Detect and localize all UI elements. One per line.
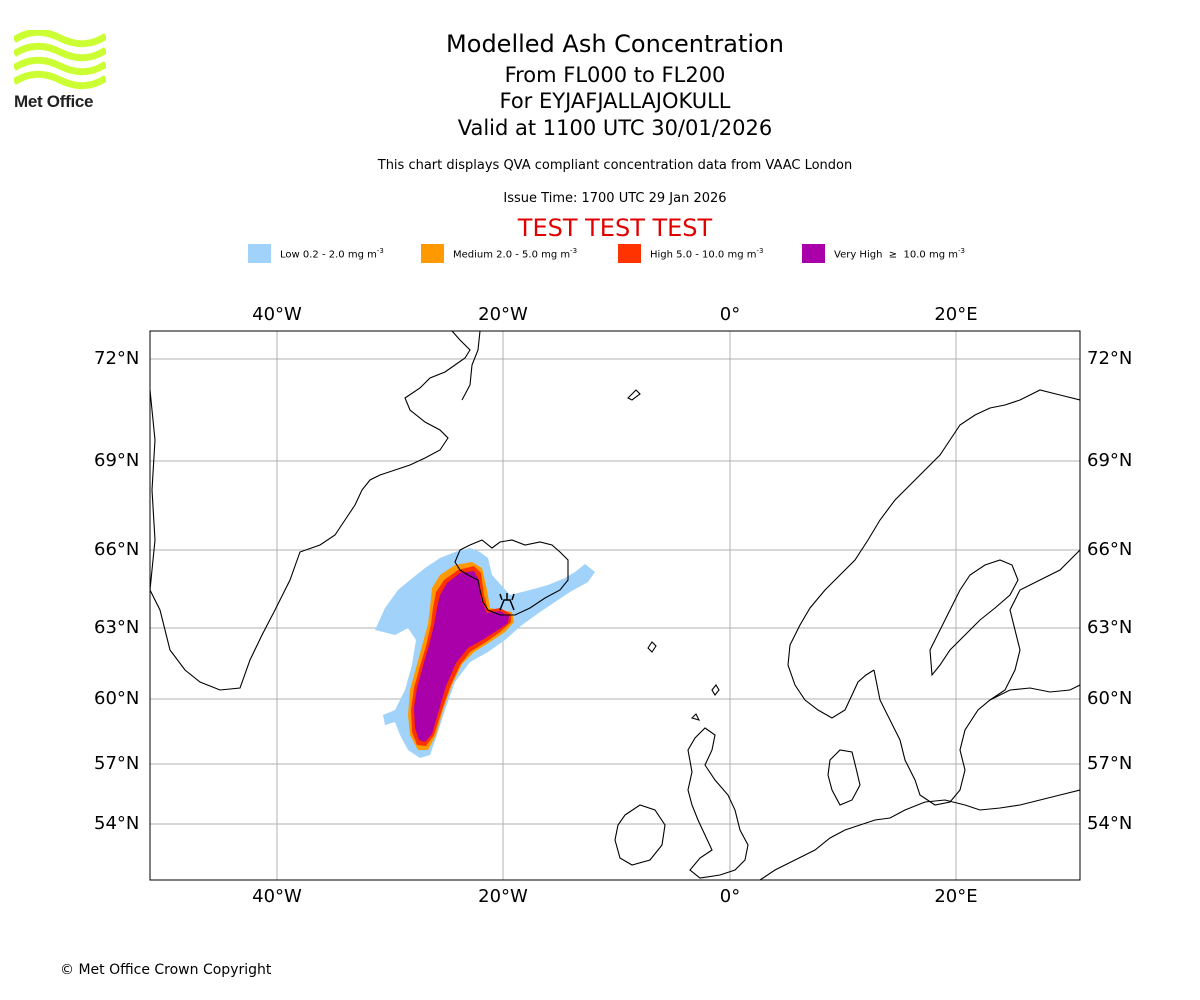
met-office-logo	[12, 28, 108, 110]
lat-label-right: 63°N	[1087, 617, 1132, 638]
lon-label-bottom: 40°W	[252, 886, 302, 907]
ash-concentration-map: 40°W 20°W 0° 20°E 40°W 20°W 0° 20°E 72°N…	[94, 304, 1132, 907]
chart-subtitle: This chart displays QVA compliant concen…	[377, 158, 853, 173]
lat-label-right: 69°N	[1087, 450, 1132, 471]
lat-label-right: 60°N	[1087, 688, 1132, 709]
scandinavia-coast	[787, 389, 1080, 719]
map-frame	[149, 330, 1081, 881]
lon-label-top: 20°W	[478, 304, 528, 325]
issue-time: Issue Time: 1700 UTC 29 Jan 2026	[503, 191, 727, 206]
legend-item-medium: Medium 2.0 - 5.0 mg m-3	[421, 244, 577, 263]
copyright-notice: © Met Office Crown Copyright	[60, 962, 272, 978]
lat-label-right: 54°N	[1087, 813, 1132, 834]
lat-label-right: 66°N	[1087, 539, 1132, 560]
met-office-logo-text: Met Office	[14, 92, 94, 111]
legend-label-low: Low 0.2 - 2.0 mg m-3	[280, 246, 384, 261]
greenland-coast	[150, 331, 471, 691]
lat-label-left: 63°N	[94, 617, 139, 638]
ash-low-region	[375, 548, 595, 758]
met-office-waves-icon	[12, 28, 108, 90]
coastlines	[150, 331, 1080, 880]
flight-level-range: From FL000 to FL200	[504, 63, 726, 87]
lat-label-left: 69°N	[94, 450, 139, 471]
lon-label-top: 40°W	[252, 304, 302, 325]
legend-swatch-low	[248, 244, 271, 263]
iceland-coast	[454, 539, 569, 616]
legend-item-low: Low 0.2 - 2.0 mg m-3	[248, 244, 384, 263]
lon-label-top: 20°E	[934, 304, 977, 325]
lon-label-bottom: 20°W	[478, 886, 528, 907]
british-isles-coast	[687, 727, 749, 879]
volcano-name: For EYJAFJALLAJOKULL	[499, 89, 731, 113]
lon-label-bottom: 20°E	[934, 886, 977, 907]
ash-plume	[375, 548, 595, 758]
legend-swatch-high	[618, 244, 641, 263]
lat-label-right: 57°N	[1087, 753, 1132, 774]
legend-item-high: High 5.0 - 10.0 mg m-3	[618, 244, 763, 263]
lat-label-left: 57°N	[94, 753, 139, 774]
legend-label-medium: Medium 2.0 - 5.0 mg m-3	[453, 246, 578, 261]
legend-label-very-high: Very High ≥ 10.0 mg m-3	[834, 246, 965, 261]
graticule	[150, 331, 1080, 880]
legend-swatch-very-high	[802, 244, 825, 263]
legend-label-high: High 5.0 - 10.0 mg m-3	[650, 246, 764, 261]
test-banner: TEST TEST TEST	[517, 214, 713, 242]
lat-label-right: 72°N	[1087, 348, 1132, 369]
ash-very-high-region	[414, 571, 509, 742]
lat-label-left: 54°N	[94, 813, 139, 834]
valid-time: Valid at 1100 UTC 30/01/2026	[457, 116, 773, 140]
volcano-marker-icon	[499, 593, 515, 611]
lat-label-left: 72°N	[94, 348, 139, 369]
legend-swatch-medium	[421, 244, 444, 263]
chart-title: Modelled Ash Concentration	[446, 30, 784, 58]
lat-label-left: 66°N	[94, 539, 139, 560]
lon-label-top: 0°	[720, 304, 740, 325]
legend-item-very-high: Very High ≥ 10.0 mg m-3	[802, 244, 965, 263]
lat-label-left: 60°N	[94, 688, 139, 709]
lon-label-bottom: 0°	[720, 886, 740, 907]
